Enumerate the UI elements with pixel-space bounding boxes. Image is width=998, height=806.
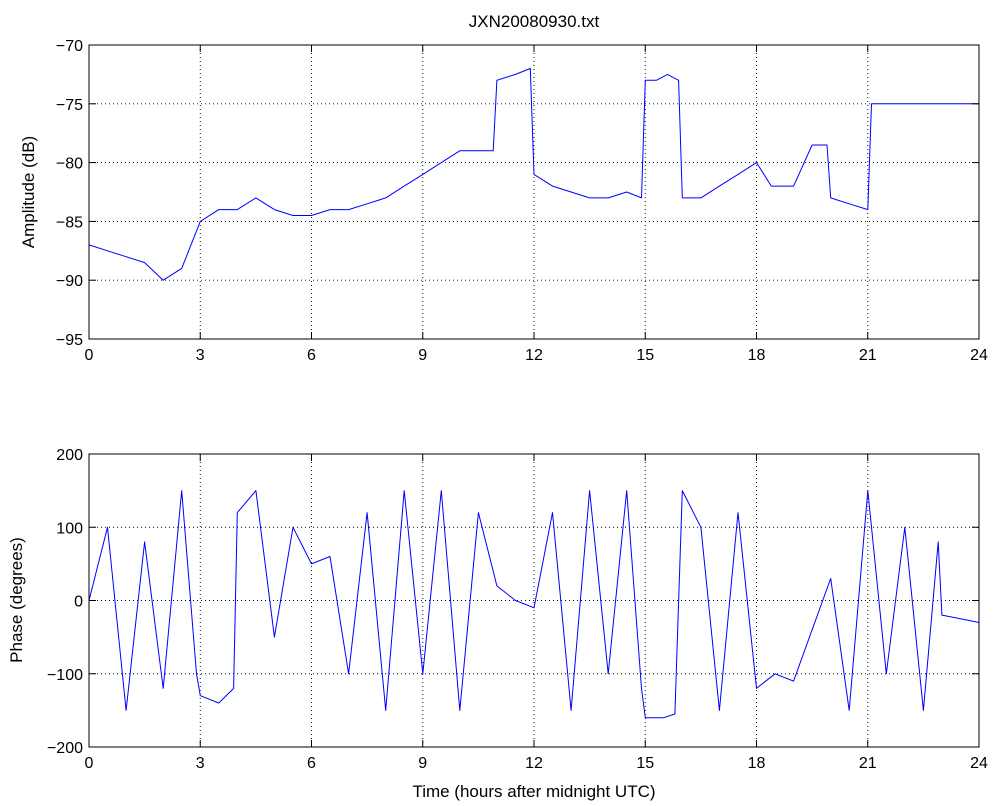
amplitude-y-tick-label: −80 xyxy=(56,156,83,173)
amplitude-trace-group xyxy=(88,68,979,281)
phase-y-tick-label: −200 xyxy=(47,740,83,757)
phase-series-line xyxy=(88,490,980,719)
phase-x-ticks: 0 3 6 9 12 15 18 21 24 xyxy=(85,454,988,772)
amplitude-x-tick-label: 3 xyxy=(196,347,205,364)
amplitude-grid xyxy=(89,45,979,339)
amplitude-x-tick-label: 15 xyxy=(636,347,654,364)
amplitude-x-tick-label: 21 xyxy=(859,347,877,364)
amplitude-x-tick-label: 24 xyxy=(970,347,988,364)
amplitude-y-axis-label: Amplitude (dB) xyxy=(19,136,38,248)
phase-x-tick-label: 3 xyxy=(196,755,205,772)
amplitude-x-tick-label: 18 xyxy=(748,347,766,364)
phase-trace-group xyxy=(88,490,980,719)
phase-x-tick-label: 0 xyxy=(85,755,94,772)
phase-x-tick-label: 9 xyxy=(418,755,427,772)
amplitude-x-tick-label: 0 xyxy=(85,347,94,364)
amplitude-plot-title: JXN20080930.txt xyxy=(469,12,600,31)
phase-x-tick-label: 15 xyxy=(636,755,654,772)
phase-y-tick-label: 100 xyxy=(56,520,83,537)
phase-grid xyxy=(89,454,979,747)
phase-x-tick-label: 6 xyxy=(307,755,316,772)
phase-y-axis-label: Phase (degrees) xyxy=(7,537,26,663)
amplitude-y-ticks: −95 −90 −85 −80 −75 −70 xyxy=(56,38,979,349)
amplitude-x-tick-label: 9 xyxy=(418,347,427,364)
amplitude-series-line xyxy=(88,68,979,281)
phase-y-tick-label: 0 xyxy=(74,594,83,611)
amplitude-y-tick-label: −75 xyxy=(56,97,83,114)
phase-y-tick-label: 200 xyxy=(56,447,83,464)
phase-x-tick-label: 12 xyxy=(525,755,543,772)
amplitude-y-tick-label: −90 xyxy=(56,273,83,290)
amplitude-x-ticks: 0 3 6 9 12 15 18 21 24 xyxy=(85,45,988,364)
amplitude-y-tick-label: −95 xyxy=(56,332,83,349)
phase-x-tick-label: 18 xyxy=(748,755,766,772)
phase-x-tick-label: 21 xyxy=(859,755,877,772)
phase-x-tick-label: 24 xyxy=(970,755,988,772)
phase-y-ticks: −200 −100 0 100 200 xyxy=(47,447,979,757)
phase-y-tick-label: −100 xyxy=(47,667,83,684)
amplitude-x-tick-label: 12 xyxy=(525,347,543,364)
time-x-axis-label: Time (hours after midnight UTC) xyxy=(412,782,655,801)
amplitude-x-tick-label: 6 xyxy=(307,347,316,364)
amplitude-y-tick-label: −70 xyxy=(56,38,83,55)
amplitude-y-tick-label: −85 xyxy=(56,214,83,231)
